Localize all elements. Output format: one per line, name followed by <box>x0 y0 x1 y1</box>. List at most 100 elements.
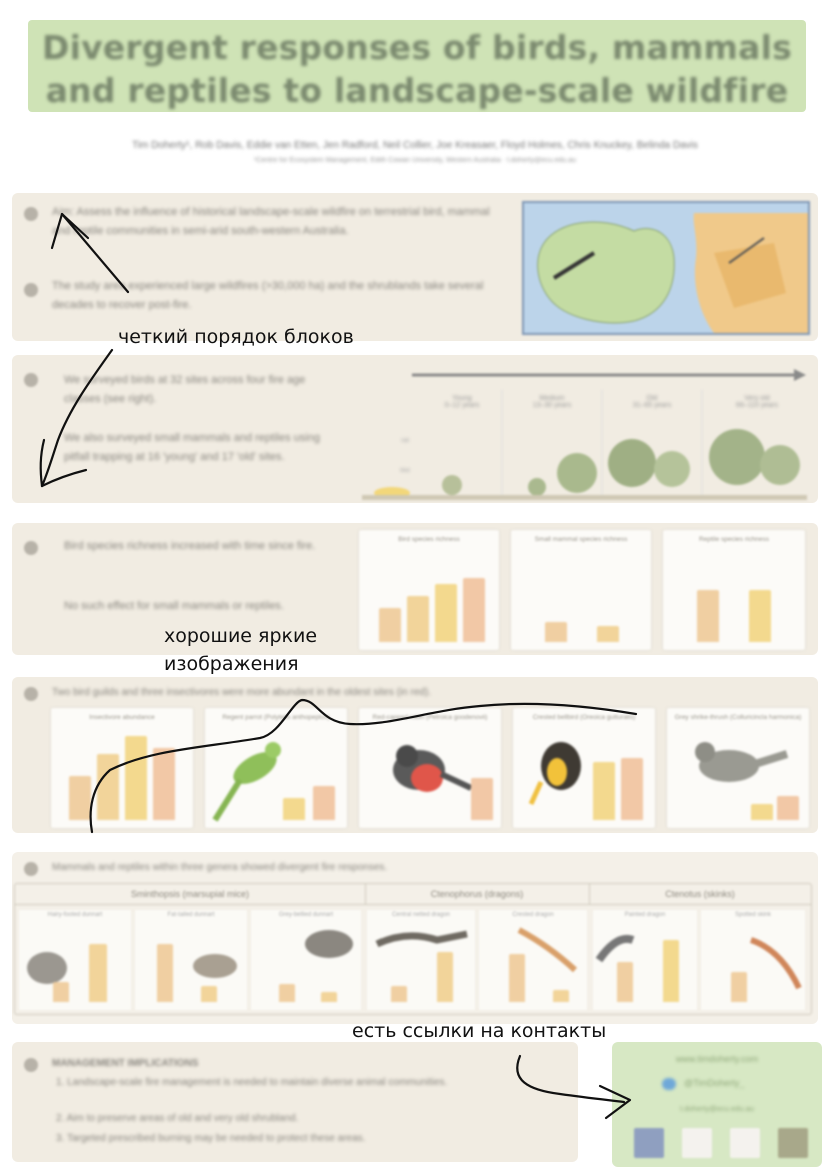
affiliation: ¹Centre for Ecosystem Management, Edith … <box>254 157 576 164</box>
bar <box>407 596 429 642</box>
cell-2: Fat-tailed dunnart <box>135 910 247 1010</box>
bar <box>545 622 567 642</box>
logo-icon <box>730 1128 760 1158</box>
cell-1: Hairy-footed dunnart <box>19 910 131 1010</box>
cell-label: Central netted dragon <box>391 912 451 918</box>
bar <box>279 984 295 1002</box>
dragon-icon <box>595 935 635 963</box>
chart-title: Small mammal species richness <box>534 536 628 543</box>
bar <box>313 786 335 820</box>
bar <box>621 758 643 820</box>
stage-very-old-label: Very old 66–110 years <box>736 395 778 409</box>
bullet-icon <box>24 687 38 701</box>
bullet-icon <box>24 207 38 221</box>
management-item-1: 1. Landscape-scale fire management is ne… <box>56 1077 448 1088</box>
thrush-icon <box>695 742 789 782</box>
bar <box>379 608 401 642</box>
bar <box>697 590 719 642</box>
section-3-text-2: No such effect for small mammals or rept… <box>64 600 284 612</box>
stage-young-label: Young 0–12 years <box>444 395 480 409</box>
arrow-right-icon <box>516 1054 626 1104</box>
qr-code-icon <box>634 1128 664 1158</box>
bar <box>663 940 679 1002</box>
robin-icon <box>393 745 473 792</box>
bar <box>283 798 305 820</box>
bar <box>777 796 799 820</box>
bellbird-icon <box>528 742 581 806</box>
australia-map-icon <box>537 213 808 333</box>
bar <box>157 944 173 1002</box>
time-arrow-icon <box>362 369 807 500</box>
chart-title: Insectivore abundance <box>89 714 155 721</box>
section-aim: Aim: Assess the influence of historical … <box>12 193 818 341</box>
poster-title: Divergent responses of birds, mammals an… <box>42 28 792 110</box>
bar <box>731 972 747 1002</box>
bar <box>471 778 493 820</box>
fire-age-diagram: Young 0–12 years Medium 13–30 years Old … <box>362 365 807 500</box>
bar <box>53 982 69 1002</box>
bar <box>97 754 119 820</box>
section-5-heading: Mammals and reptiles within three genera… <box>52 862 388 873</box>
annotation-images-2: изображения <box>164 653 299 675</box>
contact-twitter[interactable]: @TimDoherty_ <box>684 1078 745 1088</box>
chart-title: Regent parrot (Polytelis anthopeplus) <box>222 714 330 721</box>
bar <box>321 992 337 1002</box>
bar <box>597 626 619 642</box>
contact-box: www.timdoherty.com @TimDoherty_ t.dohert… <box>612 1042 822 1167</box>
stage-medium-label: Medium 13–30 years <box>532 395 572 409</box>
squiggle-line-icon <box>89 698 638 834</box>
section-2-text-1: We surveyed birds at 32 sites across fou… <box>64 374 306 405</box>
section-management: MANAGEMENT IMPLICATIONS 1. Landscape-sca… <box>12 1042 578 1162</box>
cell-3: Grey-bellied dunnart <box>251 910 361 1010</box>
annotation-images-1: хорошие яркие <box>164 625 318 647</box>
chart-robin: Red-capped robin (Petroica goodenovii) <box>358 707 502 829</box>
bar <box>751 804 773 820</box>
bullet-icon <box>24 283 38 297</box>
chart-mammal-richness: Small mammal species richness <box>510 529 652 651</box>
annotation-block-order: четкий порядок блоков <box>118 326 354 348</box>
management-heading: MANAGEMENT IMPLICATIONS <box>52 1058 199 1069</box>
bar <box>201 986 217 1002</box>
study-area-map <box>522 201 810 335</box>
cell-label: Fat-tailed dunnart <box>167 912 215 918</box>
bar <box>617 962 633 1002</box>
bar <box>749 590 771 642</box>
bar <box>593 762 615 820</box>
cell-label: Hairy-footed dunnart <box>47 912 103 918</box>
bullet-icon <box>24 541 38 555</box>
chart-bird-richness: Bird species richness <box>358 529 500 651</box>
chart-title: Crested bellbird (Oreoica gutturalis) <box>532 714 636 721</box>
management-item-3: 3. Targeted prescribed burning may be ne… <box>56 1133 366 1144</box>
parrot-icon <box>212 742 281 822</box>
axis-tall-label: Tall <box>400 438 410 444</box>
bar <box>509 954 525 1002</box>
cell-4: Central netted dragon <box>367 910 475 1010</box>
section-3-text-1: Bird species richness increased with tim… <box>64 540 316 552</box>
chart-title: Reptile species richness <box>698 536 770 543</box>
chart-title: Bird species richness <box>398 536 460 543</box>
bar <box>435 584 457 642</box>
axis-mid-label: Mid <box>400 468 410 474</box>
genus-sminthopsis: Sminthopsis (marsupial mice) <box>15 884 366 905</box>
section-richness: Bird species richness increased with tim… <box>12 523 818 655</box>
arrow-up-icon <box>60 212 130 294</box>
chart-bellbird: Crested bellbird (Oreoica gutturalis) <box>512 707 656 829</box>
bar <box>553 990 569 1002</box>
chart-reptile-richness: Reptile species richness <box>662 529 806 651</box>
chart-title: Grey shrike-thrush (Colluricincla harmon… <box>674 714 802 721</box>
contact-email[interactable]: t.doherty@ecu.edu.au <box>680 1104 754 1113</box>
dragon-icon <box>517 927 578 973</box>
bullet-icon <box>24 862 38 876</box>
bullet-icon <box>24 373 38 387</box>
contact-website[interactable]: www.timdoherty.com <box>675 1054 759 1064</box>
bullet-icon <box>24 1058 38 1072</box>
twitter-icon <box>662 1078 676 1090</box>
section-2-text-2: We also surveyed small mammals and repti… <box>64 432 320 463</box>
dunnart-icon <box>305 930 353 958</box>
arrow-down-icon <box>40 348 114 488</box>
management-item-2: 2. Aim to preserve areas of old and very… <box>56 1113 299 1124</box>
logo-icon <box>682 1128 712 1158</box>
cell-5: Crested dragon <box>479 910 587 1010</box>
title-banner <box>28 20 806 112</box>
